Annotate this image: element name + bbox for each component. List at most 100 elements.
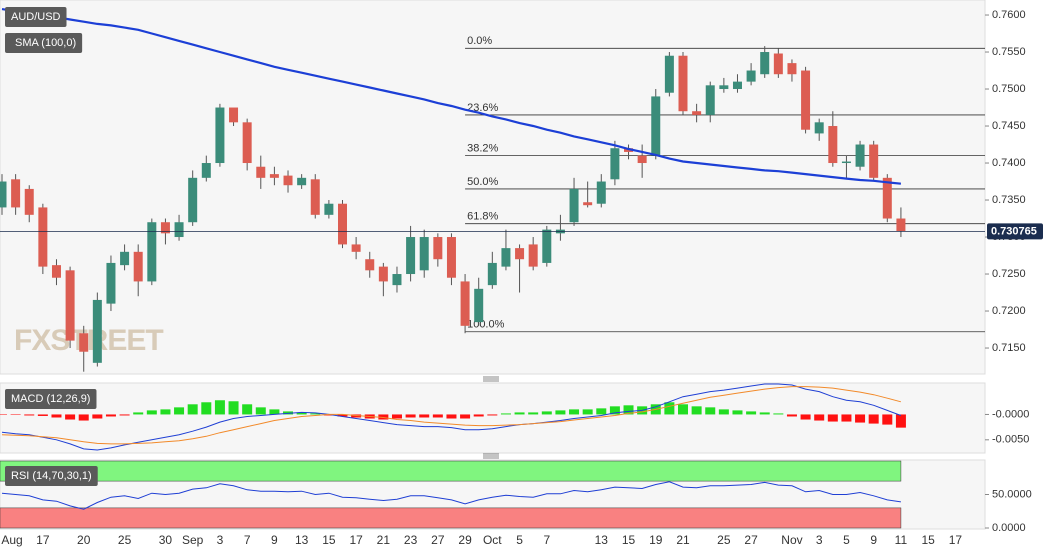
candle-body [79,333,89,352]
candle-body [446,237,456,278]
macd-histogram-bar [432,414,443,418]
y-tick-label: -0.0050 [992,434,1029,446]
macd-histogram-bar [146,410,157,415]
candle-body [855,144,865,167]
candle-body [147,222,157,282]
x-tick-label: 5 [516,533,523,547]
candle-body [501,248,511,267]
fib-label: 50.0% [467,176,498,188]
candle-body [746,70,756,82]
macd-histogram-bar [868,414,879,424]
x-tick-label: Aug [1,533,22,547]
x-tick-label: 15 [921,533,935,547]
candle-body [11,179,21,208]
candle-body [637,155,647,164]
macd-histogram-bar [37,414,48,416]
macd-histogram-bar [119,414,130,416]
macd-histogram-bar [337,414,348,417]
sma-line [1,8,902,185]
candle-body [120,251,130,266]
x-tick-label: 17 [949,533,963,547]
candle-body [24,188,34,215]
macd-histogram-bar [528,412,539,415]
macd-line [1,386,902,445]
candle-body [692,111,702,115]
macd-histogram-bar [187,404,198,415]
candle-body [869,144,879,178]
candle-body [338,203,347,245]
macd-histogram-bar [514,412,525,415]
macd-histogram-bar [786,414,797,417]
macd-histogram-bar [296,412,307,415]
watermark: FXSTREET [14,324,163,357]
candle-body [160,222,170,234]
price-label-box [987,223,1043,240]
candle-body [515,248,525,260]
fib-label: 61.8% [467,211,498,223]
macd-histogram-bar [51,414,62,418]
macd-histogram-bar [582,409,593,415]
candle-body [188,177,198,223]
x-tick-label: 3 [816,533,823,547]
price-label: 0.730765 [991,225,1037,237]
macd-histogram-bar [24,414,35,416]
macd-histogram-bar [623,405,634,415]
x-tick-label: 20 [77,533,91,547]
macd-histogram-bar [133,412,144,415]
indicator-label: MACD (12,26,9) [5,389,97,409]
macd-histogram-bar [773,413,784,415]
panel-handle[interactable] [483,376,499,459]
macd-histogram-bar [269,409,280,415]
candle-body [310,179,320,215]
macd-histogram-bar [310,413,321,415]
rsi-line [1,481,901,510]
candle-body [38,207,48,267]
rsi-band [0,460,902,482]
macd-histogram-bar [827,414,838,422]
macd-histogram-bar [596,408,607,415]
indicator-label: RSI (14,70,30,1) [5,466,98,486]
candle-body [460,281,470,326]
candle-body [133,251,143,282]
macd-histogram-bar [242,404,253,415]
candle-body [542,229,552,263]
macd-histogram-bar [378,414,389,420]
candle-body [419,237,429,271]
candle-body [242,122,252,164]
x-tick-label: 7 [244,533,251,547]
x-tick-label: 21 [676,533,690,547]
candle-body [392,274,402,286]
candle-body [474,288,484,323]
x-tick-label: 15 [622,533,636,547]
main-panel [0,0,986,375]
x-tick-label: 9 [271,533,278,547]
indicator-label-box [5,466,98,486]
macd-histogram-bar [569,409,580,415]
macd-histogram-bar [65,414,76,420]
candle-body [828,126,838,164]
indicator-title: MACD (12,26,9) [11,393,90,405]
y-tick-label: 0.7250 [992,268,1026,280]
x-tick-label: 3 [217,533,224,547]
x-tick-label: 11 [895,533,908,547]
candle-body [528,244,538,267]
macd-histogram-bar [0,414,7,415]
candle-body [610,148,620,180]
macd-line [1,383,902,451]
candle-body [433,237,443,260]
macd-histogram-bar [255,407,266,415]
x-tick-label: 27 [744,533,758,547]
candle-body [487,262,497,286]
candle-body [732,81,742,90]
macd-histogram-bar [105,414,116,417]
macd-histogram-bar [446,414,457,419]
y-tick-label: -0.0000 [992,408,1029,420]
x-tick-label: Oct [483,533,502,547]
fib-label: 100.0% [467,319,505,331]
x-tick-label: 29 [458,533,472,547]
indicator-title: RSI (14,70,30,1) [11,470,92,482]
candle-body [324,203,334,215]
candle-body [896,218,906,232]
x-tick-label: Nov [781,533,802,547]
candle-body [65,270,75,341]
